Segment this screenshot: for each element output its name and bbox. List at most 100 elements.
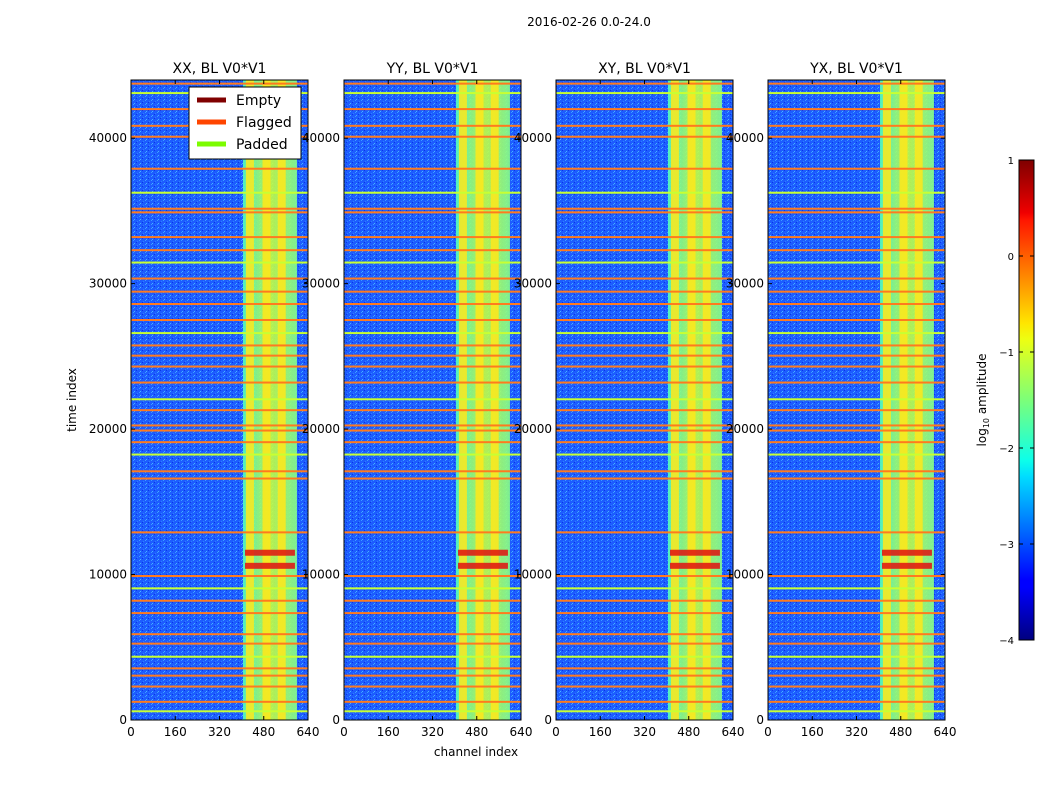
flagged-row (556, 277, 733, 280)
flagged-row (556, 531, 733, 534)
colorbar-tick-label: −1 (999, 348, 1014, 359)
flagged-row (131, 249, 308, 252)
y-tick-label: 30000 (514, 277, 552, 291)
flagged-row (131, 612, 308, 615)
flagged-row (768, 633, 945, 636)
flagged-row (556, 211, 733, 214)
y-tick-label: 0 (544, 713, 552, 727)
flagged-row (344, 477, 521, 480)
flagged-row (344, 236, 521, 239)
y-tick-label: 20000 (89, 422, 127, 436)
flagged-row (556, 612, 733, 615)
flagged-row (556, 409, 733, 412)
flagged-row (131, 236, 308, 239)
flagged-row (131, 587, 308, 590)
flagged-row (344, 710, 521, 713)
flagged-row (556, 398, 733, 401)
flagged-row (131, 674, 308, 677)
y-axis-label: time index (65, 368, 79, 432)
flagged-row (131, 429, 308, 432)
flagged-row (556, 303, 733, 305)
flagged-row (344, 290, 521, 293)
flagged-row (344, 344, 521, 347)
panel-title: YY, BL V0*V1 (386, 61, 479, 77)
flagged-row (556, 667, 733, 670)
colorbar-tick-label: 0 (1008, 252, 1014, 263)
flagged-row (768, 655, 945, 658)
y-tick-label: 0 (119, 713, 127, 727)
flagged-row (556, 453, 733, 456)
x-tick-label: 0 (552, 725, 560, 739)
flagged-row (768, 453, 945, 456)
flagged-row (344, 261, 521, 264)
flagged-row (556, 207, 733, 210)
flagged-row (556, 470, 733, 473)
strong-rfi-row (882, 549, 932, 556)
flagged-row (556, 674, 733, 677)
flagged-row (344, 470, 521, 473)
colorbar-label-suffix: amplitude (975, 354, 989, 418)
flagged-row (131, 167, 308, 170)
flagged-row (131, 191, 308, 194)
flagged-row (556, 477, 733, 480)
flagged-row (768, 303, 945, 305)
flagged-row (768, 700, 945, 703)
flagged-row (768, 92, 945, 95)
flagged-row (131, 290, 308, 293)
flagged-row (768, 424, 945, 427)
flagged-row (768, 249, 945, 252)
flagged-row (344, 441, 521, 444)
flagged-row (344, 108, 521, 111)
flagged-row (131, 365, 308, 368)
strong-rfi-row (670, 562, 720, 569)
x-tick-label: 480 (889, 725, 912, 739)
flagged-row (768, 612, 945, 615)
flagged-row (344, 531, 521, 534)
flagged-row (131, 700, 308, 703)
flagged-row (556, 167, 733, 170)
flagged-row (556, 135, 733, 138)
flagged-row (556, 429, 733, 432)
flagged-row (131, 470, 308, 473)
x-tick-label: 480 (465, 725, 488, 739)
flagged-row (131, 441, 308, 444)
flagged-row (344, 211, 521, 214)
flagged-row (131, 354, 308, 357)
flagged-row (556, 290, 733, 293)
flagged-row (344, 642, 521, 645)
flagged-row (344, 319, 521, 321)
flagged-row (556, 633, 733, 636)
strong-rfi-row (670, 549, 720, 556)
flagged-row (768, 365, 945, 368)
y-tick-label: 30000 (302, 277, 340, 291)
flagged-row (768, 599, 945, 602)
flagged-row (556, 685, 733, 688)
panel-2: XY, BL V0*V1 0 160 320 480 640 0 10000 20000 3000… (514, 61, 745, 739)
strong-rfi-row (245, 562, 295, 569)
flagged-row (344, 207, 521, 210)
y-tick-label: 30000 (726, 277, 764, 291)
flagged-row (344, 92, 521, 95)
flagged-row (344, 124, 521, 127)
flagged-row (344, 191, 521, 194)
flagged-row (768, 108, 945, 111)
flagged-row (131, 277, 308, 280)
flagged-row (344, 575, 521, 577)
y-tick-label: 20000 (302, 422, 340, 436)
panel-title: XY, BL V0*V1 (598, 61, 691, 77)
flagged-row (131, 453, 308, 456)
x-tick-label: 160 (801, 725, 824, 739)
panel-0: XX, BL V0*V1 0 160 320 480 640 0 10000 20000 3000… (89, 61, 320, 739)
flagged-row (768, 261, 945, 264)
colorbar-label-log: log (975, 428, 989, 446)
flagged-row (344, 429, 521, 432)
flagged-row (344, 674, 521, 677)
flagged-row (344, 365, 521, 368)
flagged-row (131, 424, 308, 427)
flagged-row (556, 642, 733, 645)
flagged-row (131, 344, 308, 347)
flagged-row (556, 381, 733, 384)
y-tick-label: 10000 (302, 568, 340, 582)
x-tick-label: 480 (677, 725, 700, 739)
